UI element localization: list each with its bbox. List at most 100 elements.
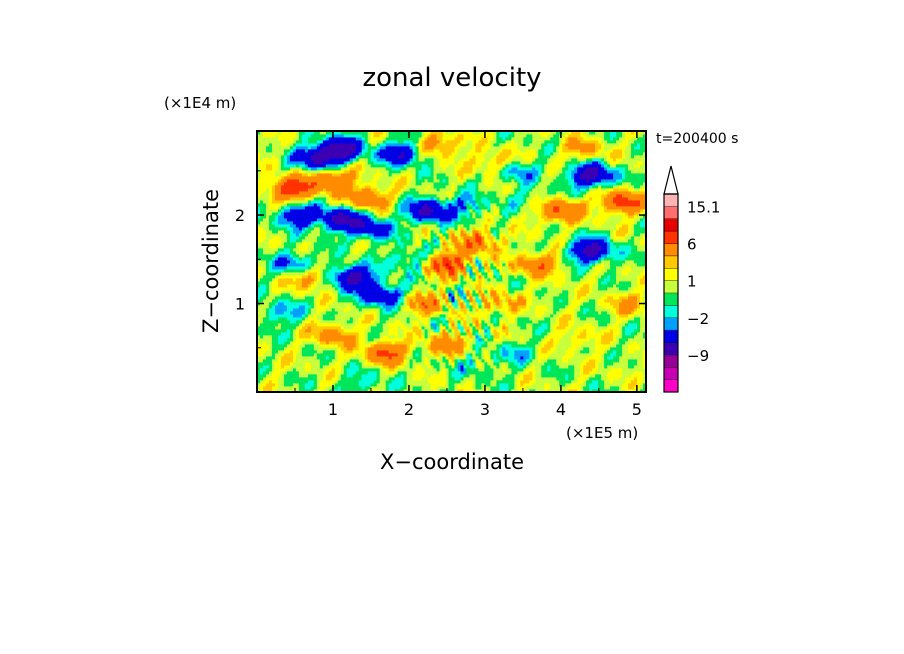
heatmap-cell (313, 281, 318, 285)
heatmap-cell (526, 302, 530, 306)
heatmap-cell (466, 320, 470, 324)
heatmap-cell (361, 275, 366, 279)
heatmap-cell (514, 383, 518, 387)
heatmap-cell (496, 323, 500, 327)
heatmap-cell (556, 332, 560, 336)
heatmap-cell (268, 374, 273, 378)
heatmap-cell (391, 305, 396, 309)
heatmap-cell (397, 311, 402, 315)
heatmap-cell (583, 383, 587, 387)
heatmap-cell (358, 335, 363, 339)
heatmap-cell (586, 335, 590, 339)
heatmap-cell (559, 278, 563, 282)
heatmap-cell (577, 311, 581, 315)
heatmap-cell (286, 341, 291, 345)
heatmap-cell (343, 290, 348, 294)
heatmap-cell (439, 338, 443, 342)
heatmap-cell (298, 380, 303, 384)
heatmap-cell (568, 329, 572, 333)
heatmap-cell (439, 347, 443, 351)
heatmap-cell (322, 326, 327, 330)
heatmap-cell (508, 308, 512, 312)
heatmap-cell (544, 323, 548, 327)
heatmap-cell (328, 353, 333, 357)
heatmap-cell (511, 293, 515, 297)
heatmap-cell (523, 314, 527, 318)
heatmap-cell (355, 344, 360, 348)
heatmap-cell (346, 275, 351, 279)
heatmap-cell (319, 296, 324, 300)
heatmap-cell (511, 335, 515, 339)
heatmap-cell (257, 305, 261, 309)
heatmap-cell (331, 278, 336, 282)
heatmap-cell (625, 296, 629, 300)
heatmap-cell (553, 308, 557, 312)
heatmap-cell (544, 332, 548, 336)
heatmap-cell (538, 305, 542, 309)
heatmap-cell (583, 359, 587, 363)
heatmap-cell (556, 311, 560, 315)
heatmap-cell (445, 293, 449, 297)
heatmap-cell (478, 368, 482, 372)
heatmap-cell (550, 320, 554, 324)
heatmap-cell (529, 308, 533, 312)
heatmap-cell (532, 278, 536, 282)
heatmap-cell (334, 275, 339, 279)
heatmap-cell (499, 317, 503, 321)
heatmap-cell (490, 362, 494, 366)
heatmap-cell (529, 281, 533, 285)
heatmap-cell (547, 332, 551, 336)
heatmap-cell (466, 380, 470, 384)
heatmap-cell (502, 389, 506, 393)
heatmap-cell (280, 371, 285, 375)
heatmap-cell (601, 281, 605, 285)
heatmap-cell (271, 386, 276, 390)
heatmap-cell (262, 323, 267, 327)
heatmap-cell (370, 293, 375, 297)
heatmap-cell (532, 326, 536, 330)
heatmap-cell (565, 365, 569, 369)
heatmap-cell (283, 359, 288, 363)
heatmap-cell (394, 386, 399, 390)
heatmap-cell (271, 383, 276, 387)
heatmap-cell (415, 323, 419, 327)
heatmap-cell (514, 323, 518, 327)
heatmap-cell (631, 302, 635, 306)
heatmap-cell (370, 305, 375, 309)
heatmap-cell (367, 371, 372, 375)
heatmap-cell (289, 383, 294, 387)
heatmap-cell (343, 320, 348, 324)
heatmap-cell (631, 290, 635, 294)
heatmap-cell (325, 308, 330, 312)
heatmap-cell (355, 290, 360, 294)
heatmap-cell (427, 317, 431, 321)
heatmap-cell (343, 383, 348, 387)
heatmap-cell (502, 338, 506, 342)
heatmap-cell (541, 290, 545, 294)
heatmap-cell (625, 320, 629, 324)
heatmap-cell (508, 305, 512, 309)
heatmap-cell (499, 314, 503, 318)
heatmap-cell (409, 320, 413, 324)
heatmap-cell (280, 296, 285, 300)
heatmap-cell (466, 311, 470, 315)
heatmap-cell (628, 311, 632, 315)
heatmap-cell (586, 344, 590, 348)
heatmap-cell (463, 368, 467, 372)
heatmap-cell (307, 335, 312, 339)
heatmap-cell (637, 293, 641, 297)
heatmap-cell (274, 278, 279, 282)
heatmap-cell (508, 380, 512, 384)
heatmap-cell (592, 347, 596, 351)
heatmap-cell (541, 365, 545, 369)
heatmap-cell (415, 362, 419, 366)
heatmap-cell (511, 323, 515, 327)
heatmap-cell (553, 311, 557, 315)
heatmap-cell (409, 299, 413, 303)
heatmap-cell (457, 341, 461, 345)
heatmap-cell (451, 299, 455, 303)
chart-title: zonal velocity (362, 63, 541, 93)
heatmap-cell (361, 356, 366, 360)
heatmap-cell (553, 302, 557, 306)
heatmap-cell (580, 311, 584, 315)
